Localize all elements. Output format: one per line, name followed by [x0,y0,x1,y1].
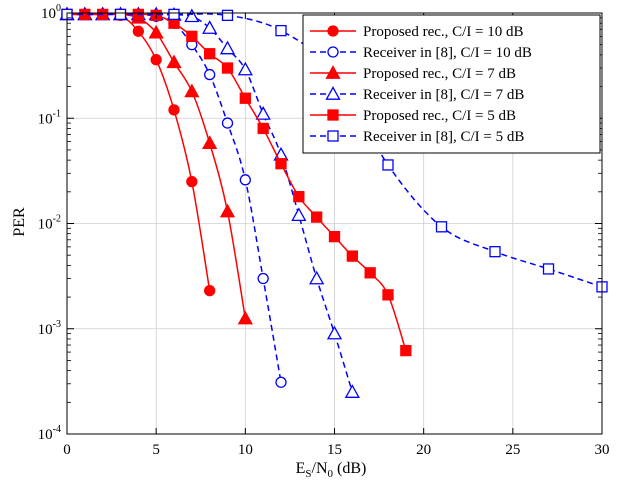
legend-label: Receiver in [8], C/I = 5 dB [363,129,524,145]
data-point [186,30,198,42]
data-point [204,285,216,297]
series-1 [61,8,216,297]
data-point [186,175,198,188]
y-axis-label: PER [11,207,28,237]
data-point [239,174,251,186]
y-tick-label: 10-4 [38,424,61,443]
data-point [166,54,182,69]
data-point [291,207,307,222]
data-point [542,263,555,275]
axis-ticks: 0 5 10 15 20 25 30 100 10-1 10-2 10-3 10-4 [38,3,610,458]
data-point [311,211,323,223]
data-point [148,24,164,39]
data-point [326,325,343,340]
legend-marker [327,25,339,37]
y-tick-label: 10-1 [38,108,61,127]
legend-label: Proposed rec., C/I = 5 dB [363,108,516,124]
data-point [184,83,200,98]
data-point [275,158,287,170]
data-point [150,54,162,66]
data-point [328,230,341,243]
data-point [184,8,200,23]
data-point [221,117,234,129]
data-point [275,376,287,388]
data-point [132,25,144,37]
legend-marker [327,46,339,58]
series-line [66,13,211,291]
data-point [489,246,501,258]
data-point [239,92,251,104]
data-point [219,40,236,55]
data-point [344,384,360,398]
legend-marker [327,109,339,121]
data-point [202,20,218,34]
x-tick-label: 5 [152,442,160,458]
data-point [364,267,376,279]
legend-marker [325,86,341,100]
x-tick-label: 15 [327,442,342,458]
data-point [221,9,234,21]
series-line [66,13,354,393]
data-point [219,203,236,218]
x-tick-label: 30 [595,442,610,458]
y-tick-label: 10-3 [38,319,61,338]
x-axis-label: ES/N0 (dB) [296,460,367,480]
x-tick-label: 0 [63,442,71,458]
legend-label: Receiver in [8], C/I = 10 dB [363,45,532,61]
data-point [346,250,358,262]
legend-box [302,14,601,154]
y-tick-label: 10-2 [38,214,61,233]
data-point [382,159,394,171]
data-point [257,272,269,285]
legend-marker [327,130,339,142]
data-point [400,344,412,357]
data-point [275,24,287,37]
x-tick-label: 10 [238,442,253,458]
data-point [114,8,127,21]
data-point [293,190,305,203]
legend-label: Proposed rec., C/I = 7 dB [363,66,516,82]
x-tick-label: 20 [416,442,431,458]
y-tick-label: 100 [41,3,61,22]
data-point [382,289,394,301]
data-point [309,270,325,285]
data-point [168,104,180,116]
data-point [435,221,448,233]
legend-label: Receiver in [8], C/I = 7 dB [363,87,524,103]
data-point [168,8,180,21]
data-point [257,122,269,135]
data-point [237,61,253,76]
data-point [202,135,218,149]
data-point [221,62,234,74]
data-point [255,106,271,120]
data-point [204,68,216,81]
x-tick-label: 25 [505,442,520,458]
legend-marker [325,65,341,79]
legend-label: Proposed rec., C/I = 10 dB [363,24,524,40]
legend: Proposed rec., C/I = 10 dB Receiver in [8… [302,14,601,154]
data-point [204,48,216,60]
data-point [237,310,253,325]
